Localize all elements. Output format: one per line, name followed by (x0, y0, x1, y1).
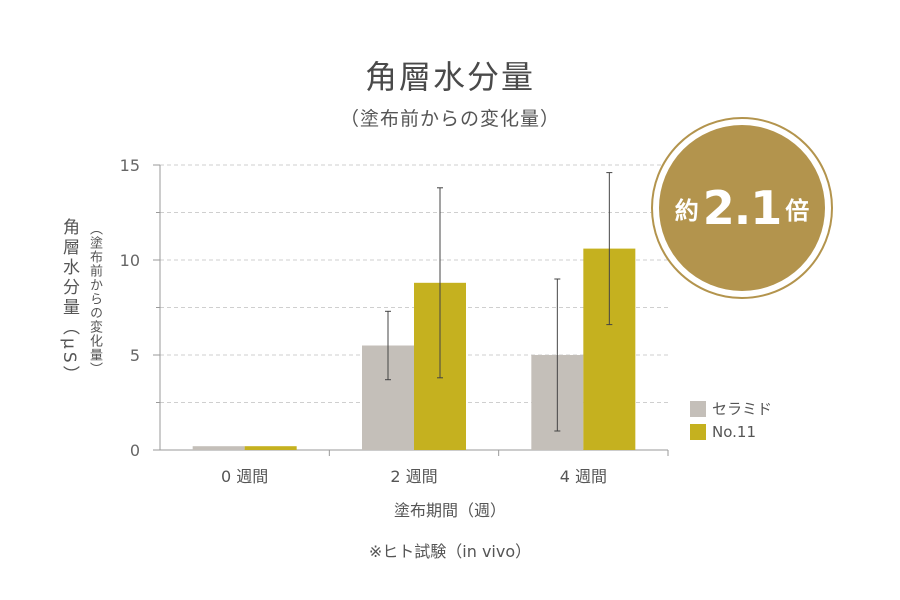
y-tick-label: 15 (120, 156, 140, 175)
y-tick-label: 10 (120, 251, 140, 270)
ratio-badge: 約 2.1 倍 (651, 117, 833, 299)
x-tick-label: 4 週間 (560, 467, 607, 486)
x-axis-label: 塗布期間（週） (393, 501, 506, 520)
y-axis-label: 角層水分量（μS） (59, 218, 82, 386)
legend-label-no11: No.11 (712, 422, 756, 441)
legend-swatch-no11 (690, 423, 706, 440)
y-tick-label: 5 (130, 346, 140, 365)
legend-swatch-ceramide (690, 400, 706, 417)
ratio-badge-ring (651, 117, 833, 299)
footnote: ※ヒト試験（in vivo） (368, 542, 532, 561)
bar-ceramide-0 (192, 446, 245, 450)
y-tick-label: 0 (130, 441, 140, 460)
legend-item-ceramide: セラミド (690, 397, 772, 420)
chart-title: 角層水分量 (364, 58, 535, 96)
y-axis-label-text: 角層水分量 (59, 218, 79, 318)
y-axis-unit: （μS） (59, 318, 79, 386)
legend-label-ceramide: セラミド (712, 400, 773, 418)
legend: セラミド No.11 (690, 397, 772, 443)
y-axis-sublabel: （塗布前からの変化量） (87, 222, 102, 376)
chart-subtitle: （塗布前からの変化量） (339, 108, 560, 130)
x-tick-label: 2 週間 (390, 467, 437, 486)
bar-no11-0 (244, 446, 297, 450)
x-tick-label: 0 週間 (221, 467, 268, 486)
legend-item-no11: No.11 (690, 420, 772, 443)
